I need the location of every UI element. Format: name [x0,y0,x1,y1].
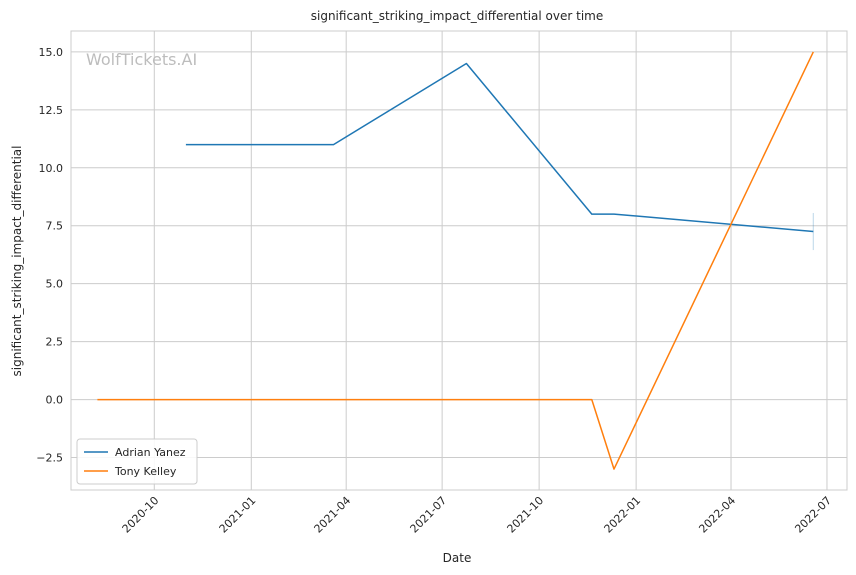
y-tick-label: 7.5 [46,220,64,233]
watermark: WolfTickets.AI [86,50,197,69]
gridlines [71,31,847,490]
legend-label-tony-kelley: Tony Kelley [114,465,177,478]
y-tick-label: 5.0 [46,278,64,291]
x-tick-label: 2021-01 [217,494,259,536]
series-line-adrian-yanez [185,62,814,233]
x-tick-label: 2022-07 [792,494,834,536]
x-tick-label: 2021-04 [312,494,354,536]
y-axis-label: significant_striking_impact_differential [10,146,24,377]
series-layer [97,51,814,470]
y-tick-label: −2.5 [36,452,63,465]
series-line-tony-kelley [97,51,814,470]
y-tick-label: 12.5 [39,104,64,117]
chart-title: significant_striking_impact_differential… [311,9,603,23]
legend: Adrian Yanez Tony Kelley [76,438,198,485]
x-axis-label: Date [443,551,472,565]
legend-box [76,438,198,485]
y-tick-label: 2.5 [46,336,64,349]
plot-area [70,30,848,491]
x-tick-label: 2022-04 [696,494,738,536]
y-tick-label: 15.0 [39,46,64,59]
x-tick-label: 2021-10 [505,494,547,536]
y-tick-label: 10.0 [39,162,64,175]
x-tick-label: 2021-07 [408,494,450,536]
x-tick-label: 2020-10 [120,494,162,536]
x-tick-label: 2022-01 [602,494,644,536]
y-tick-label: 0.0 [46,394,64,407]
legend-label-adrian-yanez: Adrian Yanez [115,446,186,459]
